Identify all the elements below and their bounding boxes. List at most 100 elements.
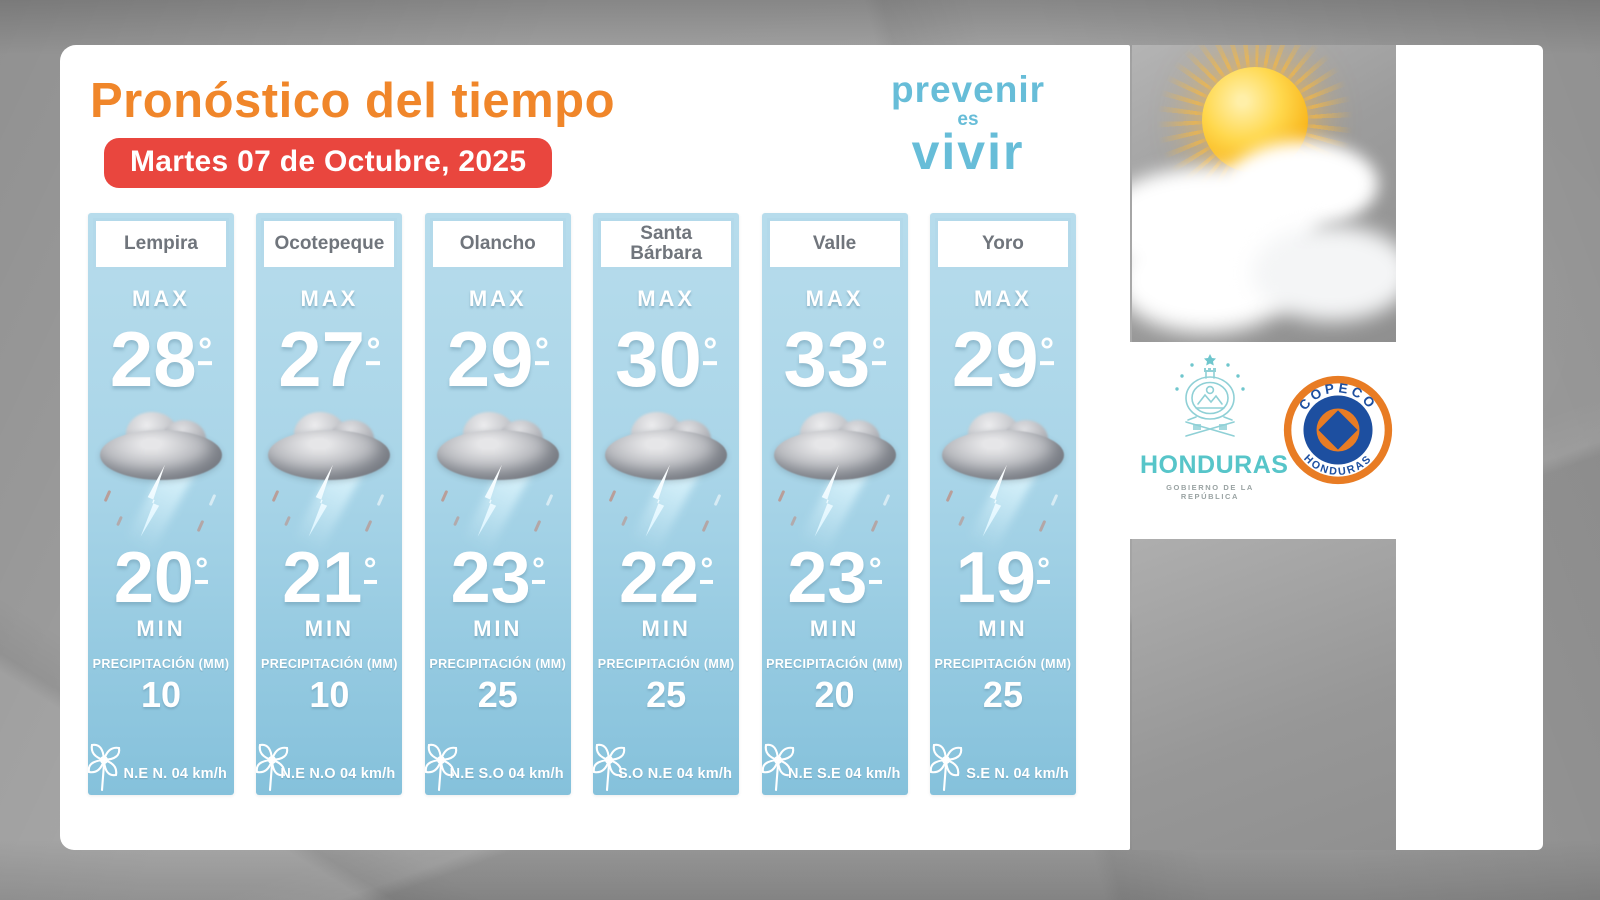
degree-symbol: ° xyxy=(195,551,209,588)
cloud-body xyxy=(436,430,559,481)
degree-symbol: ° xyxy=(198,331,213,371)
rain-streak xyxy=(1038,520,1047,533)
wind-row: N.E S.O 04 km/h xyxy=(424,740,571,792)
rain-streak xyxy=(452,515,460,527)
min-label: MIN xyxy=(304,616,355,642)
forecast-card-santa-barbara: Santa Bárbara MAX 30° 22° MIN PRECIPITAC… xyxy=(592,213,740,795)
date-badge: Martes 07 de Octubre, 2025 xyxy=(104,138,553,188)
forecast-card-lempira: Lempira MAX 28° 20° MIN PRECIPITACIÓN (M… xyxy=(87,213,234,795)
min-temperature: 21° xyxy=(282,538,377,619)
rain-streak xyxy=(608,490,617,503)
thunderstorm-icon xyxy=(762,398,908,554)
precipitation-value: 25 xyxy=(477,674,518,716)
rain-streak xyxy=(196,520,205,533)
min-label: MIN xyxy=(978,616,1028,642)
wind-row: S.O N.E 04 km/h xyxy=(592,740,739,792)
wind-direction-speed: N.E S.E 04 km/h xyxy=(787,766,901,782)
cloud-body xyxy=(100,430,222,481)
degree-symbol: ° xyxy=(363,551,377,588)
degree-symbol: ° xyxy=(868,551,882,588)
max-label: MAX xyxy=(974,286,1032,311)
max-label: MAX xyxy=(637,286,696,311)
rain-streak xyxy=(621,515,629,527)
rain-streak xyxy=(284,515,292,527)
precipitation-label: PRECIPITACIÓN (MM) xyxy=(766,657,903,672)
rain-streak xyxy=(440,490,449,503)
precipitation-value: 25 xyxy=(646,674,687,716)
max-temperature: 29° xyxy=(951,315,1055,403)
rain-streak xyxy=(208,494,217,507)
min-temperature: 20° xyxy=(113,538,209,619)
rain-streak xyxy=(1050,494,1059,507)
rain-streak xyxy=(103,490,112,503)
max-temperature: 28° xyxy=(109,315,213,403)
max-temperature: 33° xyxy=(783,315,886,403)
honduras-coat-of-arms-icon xyxy=(1175,354,1245,437)
rain-streak xyxy=(958,515,965,527)
pinwheel-icon xyxy=(761,743,794,792)
rain-streak xyxy=(882,494,890,507)
rain-streak xyxy=(377,494,385,507)
max-label: MAX xyxy=(805,286,864,311)
degree-symbol: ° xyxy=(366,331,381,371)
pinwheel-icon xyxy=(929,743,963,792)
page-title: Pronóstico del tiempo xyxy=(90,74,616,128)
wind-row: N.E S.E 04 km/h xyxy=(761,740,908,792)
pinwheel-icon xyxy=(592,743,626,792)
wind-direction-speed: N.E S.O 04 km/h xyxy=(449,766,564,782)
precipitation-label: PRECIPITACIÓN (MM) xyxy=(92,657,230,672)
min-label: MIN xyxy=(809,616,860,642)
precipitation-label: PRECIPITACIÓN (MM) xyxy=(429,657,567,672)
forecast-card-ocotepeque: Ocotepeque MAX 27° 21° MIN PRECIPITACIÓN… xyxy=(256,213,403,795)
rain-streak xyxy=(116,515,123,527)
precipitation-label: PRECIPITACIÓN (MM) xyxy=(934,657,1072,672)
forecast-poster: Pronóstico del tiempo Martes 07 de Octub… xyxy=(60,45,1130,850)
region-name: Valle xyxy=(766,218,903,270)
cloud-body xyxy=(941,430,1064,481)
pinwheel-icon xyxy=(424,743,458,792)
rain-streak xyxy=(870,520,878,533)
thunderstorm-icon xyxy=(256,398,402,554)
max-label: MAX xyxy=(468,286,527,311)
wind-direction-speed: S.E N. 04 km/h xyxy=(966,766,1069,782)
brand-line-2: es xyxy=(957,109,979,130)
wind-row: N.E N.O 04 km/h xyxy=(256,740,402,792)
cloud-icon xyxy=(1252,225,1396,321)
copeco-logo: COPECO HONDURAS xyxy=(1283,375,1393,485)
thunderstorm-icon xyxy=(425,398,571,554)
gray-paper-square xyxy=(1132,539,1396,850)
min-temperature: 23° xyxy=(787,538,882,619)
wind-direction-speed: N.E N. 04 km/h xyxy=(123,766,227,782)
brand-line-1: prevenir xyxy=(890,69,1045,110)
wind-direction-speed: N.E N.O 04 km/h xyxy=(280,766,396,782)
right-white-bar xyxy=(1396,45,1543,850)
rain-streak xyxy=(945,490,954,503)
logos-band: HONDURAS GOBIERNO DE LA REPÚBLICA COPECO… xyxy=(1130,342,1396,539)
min-temperature: 22° xyxy=(619,538,714,619)
thunderstorm-icon xyxy=(593,398,739,554)
min-temperature: 19° xyxy=(955,538,1051,619)
forecast-card-yoro: Yoro MAX 29° 19° MIN PRECIPITACIÓN (MM) … xyxy=(929,213,1076,795)
degree-symbol: ° xyxy=(871,331,886,371)
rain-streak xyxy=(701,520,710,533)
region-name: Olancho xyxy=(429,218,566,270)
wind-direction-speed: S.O N.E 04 km/h xyxy=(617,766,733,782)
sun-cloud-photo xyxy=(1132,45,1396,342)
region-name: Lempira xyxy=(93,218,229,270)
rain-streak xyxy=(777,490,785,503)
degree-symbol: ° xyxy=(534,331,549,371)
government-logo-name: HONDURAS xyxy=(1140,451,1289,479)
max-label: MAX xyxy=(132,286,190,311)
max-temperature: 27° xyxy=(278,315,381,403)
precipitation-label: PRECIPITACIÓN (MM) xyxy=(260,657,398,672)
rain-streak xyxy=(365,520,373,533)
rain-streak xyxy=(545,494,554,507)
precipitation-value: 20 xyxy=(814,674,855,716)
rain-streak xyxy=(789,515,797,527)
min-label: MIN xyxy=(136,616,186,642)
forecast-cards-row: Lempira MAX 28° 20° MIN PRECIPITACIÓN (M… xyxy=(87,213,1076,795)
forecast-card-valle: Valle MAX 33° 23° MIN PRECIPITACIÓN (MM)… xyxy=(761,213,908,795)
forecast-card-olancho: Olancho MAX 29° 23° MIN PRECIPITACIÓN (M… xyxy=(424,213,571,795)
region-name: Ocotepeque xyxy=(261,218,398,270)
